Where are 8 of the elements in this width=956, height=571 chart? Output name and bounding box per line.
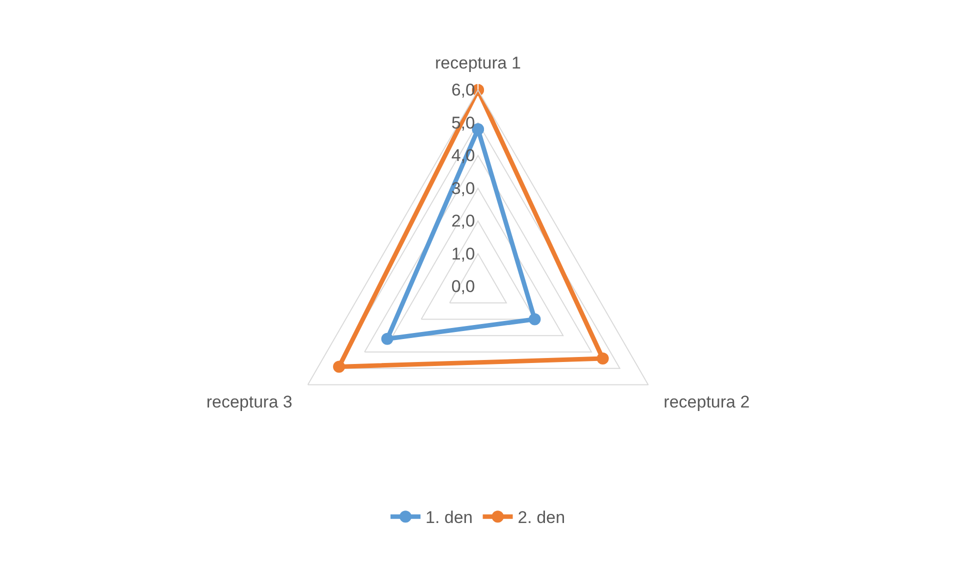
legend-label: 2. den — [518, 508, 566, 528]
y-tick-label: 1,0 — [451, 244, 475, 264]
y-tick-label: 2,0 — [451, 212, 475, 231]
spoke-label: receptura 2 — [664, 392, 750, 412]
legend-label: 1. den — [426, 508, 473, 528]
y-tick-label: 0,0 — [451, 277, 475, 296]
spoke-label: receptura 3 — [206, 392, 292, 412]
spoke-label: receptura 1 — [435, 54, 521, 73]
